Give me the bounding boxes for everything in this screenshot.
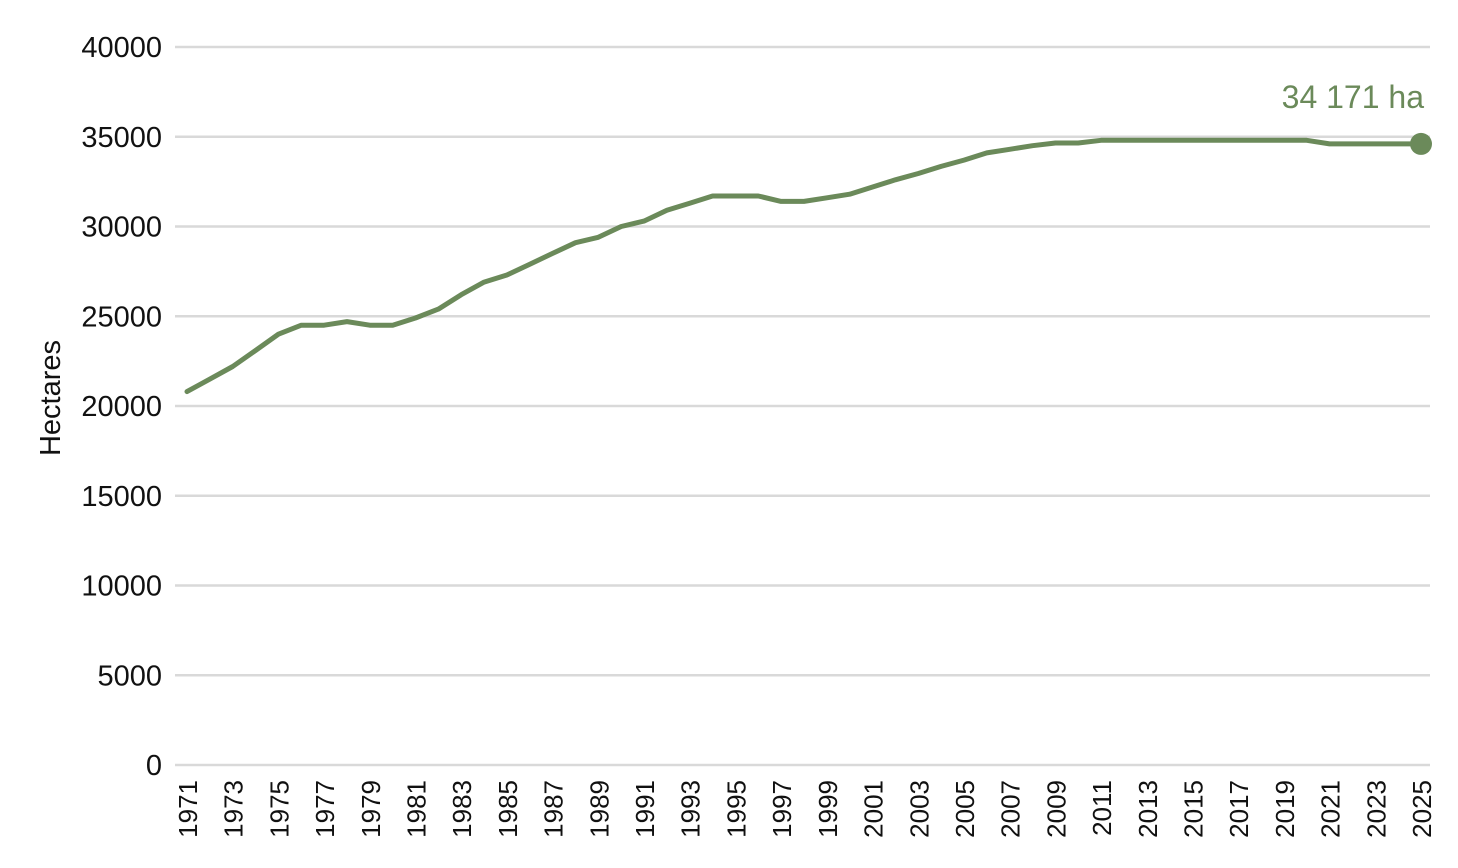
gridlines	[175, 45, 1430, 767]
x-tick-label: 2001	[859, 780, 889, 838]
x-tick-label: 1987	[539, 780, 569, 838]
x-tick-label: 1999	[813, 780, 843, 838]
x-tick-label: 1993	[676, 780, 706, 838]
y-tick-label: 0	[146, 750, 162, 782]
y-tick-label: 40000	[81, 32, 162, 64]
x-tick-label: 2017	[1224, 780, 1254, 838]
y-axis-label: Hectares	[35, 340, 67, 456]
y-tick-label: 25000	[81, 301, 162, 333]
x-tick-label: 1991	[630, 780, 660, 838]
x-tick-label: 2005	[950, 780, 980, 838]
x-tick-label: 2019	[1270, 780, 1300, 838]
x-tick-label: 1997	[767, 780, 797, 838]
x-tick-label: 1975	[264, 780, 294, 838]
x-tick-label: 1977	[310, 780, 340, 838]
x-tick-label: 1985	[493, 780, 523, 838]
y-tick-label: 5000	[97, 660, 162, 692]
end-point-marker	[1410, 132, 1432, 155]
x-tick-label: 2007	[996, 780, 1026, 838]
x-tick-label: 2025	[1407, 780, 1437, 838]
x-tick-label: 1995	[721, 780, 751, 838]
x-tick-label: 1981	[402, 780, 432, 838]
x-tick-label: 1983	[447, 780, 477, 838]
x-tick-label: 2021	[1316, 780, 1346, 838]
y-axis-ticks: 0 5000 10000 15000 20000 25000 30000 35000 40000	[81, 32, 162, 782]
plot-area	[184, 132, 1432, 395]
x-tick-label: 2023	[1361, 780, 1391, 838]
y-tick-label: 20000	[81, 391, 162, 423]
x-tick-label: 1989	[584, 780, 614, 838]
y-tick-label: 10000	[81, 571, 162, 603]
end-value-annotation: 34 171 ha	[1282, 79, 1425, 115]
x-tick-label: 2011	[1087, 780, 1117, 836]
x-tick-label: 1971	[173, 780, 203, 838]
x-tick-label: 2003	[904, 780, 934, 838]
x-tick-label: 1973	[219, 780, 249, 838]
x-tick-label: 2009	[1041, 780, 1071, 838]
x-tick-label: 2013	[1133, 780, 1163, 838]
y-tick-label: 30000	[81, 212, 162, 244]
y-tick-label: 15000	[81, 481, 162, 513]
x-tick-label: 2015	[1178, 780, 1208, 838]
y-tick-label: 35000	[81, 122, 162, 154]
series-line	[184, 137, 1424, 395]
x-axis-ticks: 1971 1973 1975 1977 1979 1981 1983 1985 1987 1989…	[173, 780, 1437, 838]
x-tick-label: 1979	[356, 780, 386, 838]
